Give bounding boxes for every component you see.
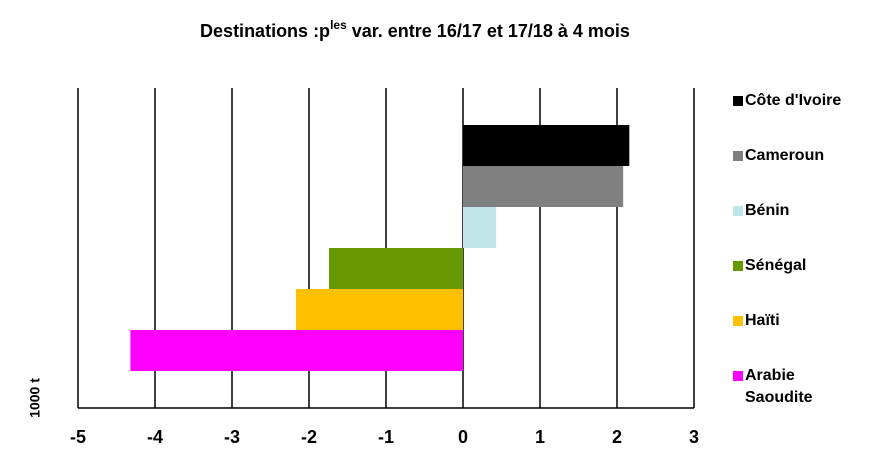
bar [329,248,463,289]
legend-label: Arabie Saoudite [745,367,813,406]
x-tick-label: -3 [224,427,240,447]
chart-title: Destinations :ples var. entre 16/17 et 1… [200,18,630,41]
title-superscript: les [330,18,347,32]
x-tick-label: -1 [378,427,394,447]
y-axis-label: 1000 t [27,378,43,418]
title-rest: var. entre 16/17 et 17/18 à 4 mois [347,21,630,41]
bar [463,207,497,248]
legend-swatch [733,206,743,216]
x-tick-label: -5 [70,427,86,447]
bar [130,330,464,371]
legend-label: Sénégal [745,257,807,274]
legend-label: Côte d'Ivoire [745,92,842,109]
legend-label: Haïti [745,312,780,329]
x-tick-label: -4 [147,427,163,447]
legend-swatch [733,151,743,161]
legend-label: Cameroun [745,147,825,164]
bar [463,125,630,166]
title-text: Destinations :p [200,21,330,41]
x-tick-label: 1 [535,427,545,447]
x-tick-label: -2 [301,427,317,447]
x-tick-label: 0 [458,427,468,447]
x-tick-label: 2 [612,427,622,447]
legend-swatch [733,371,743,381]
x-tick-label: 3 [689,427,699,447]
legend-label: Bénin [745,202,790,219]
bar [295,289,463,330]
legend-swatch [733,261,743,271]
legend-swatch [733,316,743,326]
bar [463,166,624,207]
legend-swatch [733,96,743,106]
